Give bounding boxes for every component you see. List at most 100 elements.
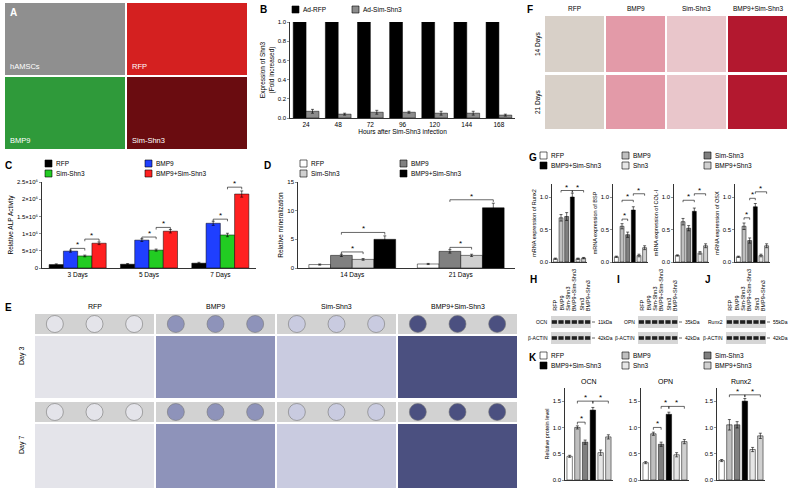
svg-text:0.5: 0.5 — [723, 227, 732, 233]
svg-text:2×10⁶: 2×10⁶ — [22, 196, 39, 202]
svg-text:Relative mineralization: Relative mineralization — [277, 192, 284, 258]
svg-text:*: * — [623, 211, 626, 220]
svg-text:OCN: OCN — [536, 319, 548, 325]
svg-text:BMP9+Shn3: BMP9+Shn3 — [585, 280, 591, 311]
svg-text:Sim-Shn3: Sim-Shn3 — [652, 287, 658, 311]
svg-text:H: H — [530, 274, 537, 285]
svg-text:BMP9+Shn3: BMP9+Shn3 — [715, 362, 752, 369]
svg-text:BMP9+Sim-Shn3: BMP9+Sim-Shn3 — [571, 269, 577, 311]
svg-text:RFP: RFP — [88, 303, 102, 310]
svg-text:96: 96 — [399, 121, 407, 128]
svg-text:RFP: RFP — [56, 160, 69, 167]
svg-text:1.5: 1.5 — [553, 398, 562, 404]
svg-text:*: * — [76, 240, 79, 249]
svg-text:Sim-Shn3: Sim-Shn3 — [715, 152, 744, 159]
svg-text:3 Days: 3 Days — [68, 271, 89, 279]
svg-text:BMP9: BMP9 — [156, 160, 174, 167]
svg-text:0.5: 0.5 — [705, 451, 714, 457]
svg-text:B: B — [260, 4, 267, 15]
svg-text:24: 24 — [302, 121, 310, 128]
svg-text:*: * — [233, 179, 236, 188]
svg-text:Sim-Shn3: Sim-Shn3 — [740, 287, 746, 311]
svg-text:*: * — [580, 414, 583, 423]
svg-text:5 Days: 5 Days — [139, 271, 160, 279]
svg-text:BMP9+Sim-Shn3: BMP9+Sim-Shn3 — [658, 269, 664, 311]
svg-text:0.0: 0.0 — [278, 115, 287, 121]
svg-text:*: * — [362, 224, 365, 233]
svg-text:*: * — [751, 387, 754, 396]
svg-text:0.8: 0.8 — [278, 38, 287, 44]
svg-text:OCN: OCN — [581, 378, 597, 385]
svg-text:BMP9: BMP9 — [633, 152, 651, 159]
svg-text:42kDa: 42kDa — [773, 335, 788, 341]
svg-text:mRNA expression of COL-I: mRNA expression of COL-I — [653, 189, 659, 256]
svg-text:1.5: 1.5 — [629, 398, 638, 404]
svg-text:0.6: 0.6 — [278, 58, 287, 64]
svg-text:BMP9+Shn3: BMP9+Shn3 — [715, 162, 752, 169]
svg-text:RFP: RFP — [639, 300, 645, 311]
svg-text:RFP: RFP — [132, 62, 147, 71]
svg-text:I: I — [617, 274, 620, 285]
svg-text:1.0: 1.0 — [553, 425, 562, 431]
svg-text:RFP: RFP — [568, 5, 581, 12]
svg-text:BMP9: BMP9 — [627, 5, 645, 12]
svg-text:0.0: 0.0 — [540, 259, 549, 265]
svg-text:0.5: 0.5 — [553, 451, 562, 457]
svg-text:42kDa: 42kDa — [598, 335, 613, 341]
svg-text:0.0: 0.0 — [553, 477, 562, 483]
svg-text:0.0: 0.0 — [629, 477, 638, 483]
svg-text:*: * — [90, 231, 93, 240]
svg-text:RFP: RFP — [551, 152, 564, 159]
svg-text:F: F — [527, 4, 533, 15]
svg-text:*: * — [351, 244, 354, 253]
svg-text:168: 168 — [494, 121, 505, 128]
svg-text:BMP9: BMP9 — [559, 296, 565, 311]
svg-text:*: * — [751, 190, 754, 199]
svg-text:hAMSCs: hAMSCs — [10, 62, 40, 71]
svg-text:Sim-Shn3: Sim-Shn3 — [682, 5, 711, 12]
svg-text:BMP9: BMP9 — [633, 352, 651, 359]
svg-text:mRNA expression of BSP: mRNA expression of BSP — [592, 191, 598, 254]
svg-text:OPN: OPN — [624, 319, 635, 325]
svg-text:BMP9+Sim-Shn3: BMP9+Sim-Shn3 — [431, 303, 485, 310]
svg-text:1.0: 1.0 — [723, 194, 732, 200]
svg-text:0.0: 0.0 — [601, 259, 610, 265]
svg-text:1×10⁶: 1×10⁶ — [22, 231, 39, 237]
svg-text:*: * — [675, 398, 678, 407]
svg-text:*: * — [687, 192, 690, 201]
svg-text:*: * — [745, 210, 748, 219]
svg-text:Relative protein level: Relative protein level — [544, 408, 550, 459]
svg-text:BMP9: BMP9 — [411, 160, 429, 167]
svg-text:*: * — [736, 387, 739, 396]
svg-text:1.5×10⁶: 1.5×10⁶ — [17, 214, 39, 220]
svg-text:1.0: 1.0 — [601, 194, 610, 200]
svg-text:*: * — [698, 186, 701, 195]
svg-text:1.5: 1.5 — [705, 398, 714, 404]
svg-text:BMP9+Shn3: BMP9+Shn3 — [672, 280, 678, 311]
svg-text:β-ACTIN: β-ACTIN — [528, 335, 548, 341]
svg-text:BMP9: BMP9 — [646, 296, 652, 311]
svg-text:BMP9+Sim-Shn3: BMP9+Sim-Shn3 — [156, 170, 206, 177]
svg-text:Shn3: Shn3 — [579, 298, 585, 311]
svg-text:*: * — [565, 183, 568, 192]
svg-text:1.0: 1.0 — [705, 425, 714, 431]
svg-text:42kDa: 42kDa — [685, 335, 700, 341]
svg-text:mRNA expression of OSX: mRNA expression of OSX — [714, 191, 720, 255]
svg-text:120: 120 — [429, 121, 440, 128]
svg-text:48: 48 — [335, 121, 343, 128]
svg-text:*: * — [576, 183, 579, 192]
svg-text:Runx2: Runx2 — [708, 319, 723, 325]
svg-text:0.0: 0.0 — [662, 259, 671, 265]
svg-text:*: * — [219, 211, 222, 220]
svg-text:0: 0 — [291, 265, 295, 271]
svg-text:Sim-Shn3: Sim-Shn3 — [132, 136, 165, 145]
svg-text:RFP: RFP — [551, 352, 564, 359]
svg-text:β-ACTIN: β-ACTIN — [703, 335, 723, 341]
svg-text:*: * — [148, 229, 151, 238]
svg-text:*: * — [626, 192, 629, 201]
svg-text:BMP9+Sim-Shn3: BMP9+Sim-Shn3 — [733, 5, 783, 12]
svg-text:BMP9+Sim-Shn3: BMP9+Sim-Shn3 — [551, 162, 601, 169]
svg-text:55kDa: 55kDa — [773, 319, 788, 325]
svg-text:OPN: OPN — [658, 378, 673, 385]
svg-text:5×10⁵: 5×10⁵ — [22, 248, 39, 254]
